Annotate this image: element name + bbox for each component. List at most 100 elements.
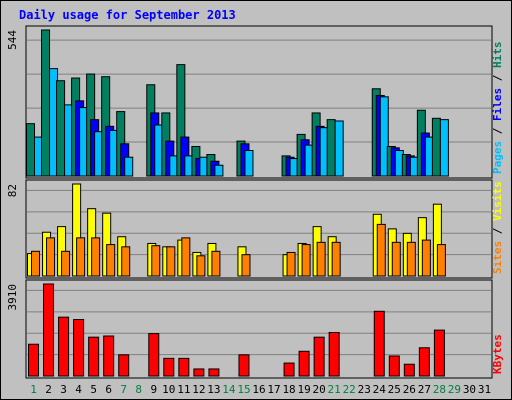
legend-visits-sites: Sites / Visits [491,181,504,274]
day-label-1: 1 [30,383,37,396]
day-label-20: 20 [313,383,326,396]
legend-separator: / [491,221,504,241]
day-label-30: 30 [463,383,476,396]
bar-sites-day-20 [316,241,326,277]
day-label-4: 4 [75,383,82,396]
day-label-22: 22 [343,383,356,396]
day-label-7: 7 [120,383,127,396]
bar-pages-day-24 [379,96,389,177]
day-label-3: 3 [60,383,67,396]
bar-sites-day-27 [421,239,431,277]
max-label-visits-sites: 82 [6,184,19,197]
legend-label-visits: Visits [491,181,504,221]
bar-kbytes-day-6 [103,335,115,377]
bar-sites-day-26 [406,241,416,277]
bar-kbytes-day-9 [148,333,160,377]
day-label-15: 15 [237,383,250,396]
max-label-kbytes: 3910 [6,284,19,311]
bar-kbytes-day-13 [208,368,220,377]
bar-sites-day-7 [121,246,131,277]
bar-kbytes-day-19 [298,350,310,377]
bar-sites-day-21 [331,241,341,277]
day-label-29: 29 [448,383,461,396]
day-label-27: 27 [418,383,431,396]
legend-label-hits: Hits [491,42,504,69]
day-label-8: 8 [135,383,142,396]
bar-kbytes-day-21 [328,331,340,377]
day-label-6: 6 [105,383,112,396]
bar-hits-day-21 [326,119,336,177]
bar-sites-day-11 [181,237,191,277]
day-label-25: 25 [388,383,401,396]
day-label-19: 19 [297,383,310,396]
bar-kbytes-day-11 [178,357,190,377]
bar-sites-day-6 [106,244,116,277]
bar-kbytes-day-18 [283,362,295,377]
day-label-26: 26 [403,383,416,396]
bar-kbytes-day-5 [88,336,100,377]
bar-sites-day-28 [436,244,446,277]
bar-sites-day-19 [301,244,311,277]
bar-sites-day-4 [76,237,86,277]
bar-sites-day-9 [151,245,161,277]
bar-pages-day-21 [334,120,344,177]
bar-sites-day-3 [61,250,71,277]
day-label-23: 23 [358,383,371,396]
legend-separator: / [491,121,504,141]
bar-kbytes-day-1 [28,343,40,377]
bar-pages-day-28 [439,119,449,177]
bar-hits-day-2 [41,29,51,177]
max-label-pages-files-hits: 544 [6,30,19,50]
day-label-18: 18 [282,383,295,396]
day-label-13: 13 [207,383,220,396]
legend-label-sites: Sites [491,241,504,274]
bar-hits-day-28 [431,117,441,177]
bar-kbytes-day-20 [313,336,325,377]
bar-kbytes-day-15 [238,354,250,377]
bar-sites-day-25 [391,241,401,277]
legend-label-pages: Pages [491,141,504,174]
bar-kbytes-day-12 [193,368,205,377]
bar-hits-day-3 [56,80,66,177]
chart-title: Daily usage for September 2013 [19,8,236,22]
bar-kbytes-day-28 [433,329,445,377]
bar-sites-day-5 [91,237,101,277]
day-label-16: 16 [252,383,265,396]
day-label-10: 10 [162,383,175,396]
day-label-11: 11 [177,383,190,396]
legend-label-kbytes: KBytes [491,334,504,374]
legend-kbytes: KBytes [491,334,504,374]
bar-kbytes-day-24 [373,310,385,377]
bar-pages-day-13 [214,164,224,177]
bar-kbytes-day-7 [118,354,130,377]
bar-sites-day-24 [376,223,386,277]
day-label-5: 5 [90,383,97,396]
bar-kbytes-day-27 [418,347,430,377]
day-label-14: 14 [222,383,236,396]
bar-kbytes-day-2 [43,283,55,377]
bar-hits-day-1 [26,123,36,177]
bar-pages-day-7 [124,156,134,177]
day-label-24: 24 [373,383,387,396]
bar-sites-day-2 [46,237,56,277]
bar-kbytes-day-3 [58,316,70,377]
bar-sites-day-13 [211,250,221,277]
bar-pages-day-15 [244,150,254,177]
bar-sites-day-15 [241,254,251,277]
bar-kbytes-day-25 [388,355,400,377]
day-label-17: 17 [267,383,280,396]
bar-kbytes-day-4 [73,319,85,377]
bar-kbytes-day-26 [403,363,415,377]
day-label-21: 21 [328,383,341,396]
day-label-2: 2 [45,383,52,396]
legend-label-files: Files [491,88,504,121]
bar-sites-day-1 [31,250,41,277]
day-label-31: 31 [478,383,491,396]
bar-sites-day-12 [196,255,206,277]
bar-kbytes-day-10 [163,357,175,377]
bar-sites-day-18 [286,251,296,277]
legend-separator: / [491,68,504,88]
day-label-12: 12 [192,383,205,396]
bar-sites-day-10 [166,246,176,277]
